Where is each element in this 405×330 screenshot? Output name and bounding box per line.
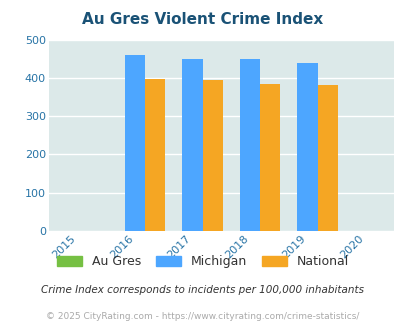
Bar bbox=[182, 59, 202, 231]
Bar bbox=[239, 59, 260, 231]
Text: © 2025 CityRating.com - https://www.cityrating.com/crime-statistics/: © 2025 CityRating.com - https://www.city… bbox=[46, 312, 359, 321]
Bar bbox=[317, 85, 337, 231]
Bar bbox=[145, 79, 165, 231]
Text: Au Gres Violent Crime Index: Au Gres Violent Crime Index bbox=[82, 12, 323, 27]
Legend: Au Gres, Michigan, National: Au Gres, Michigan, National bbox=[51, 250, 354, 274]
Bar bbox=[202, 80, 222, 231]
Bar bbox=[125, 55, 145, 231]
Bar bbox=[297, 63, 317, 231]
Bar bbox=[260, 84, 279, 231]
Text: Crime Index corresponds to incidents per 100,000 inhabitants: Crime Index corresponds to incidents per… bbox=[41, 285, 364, 295]
